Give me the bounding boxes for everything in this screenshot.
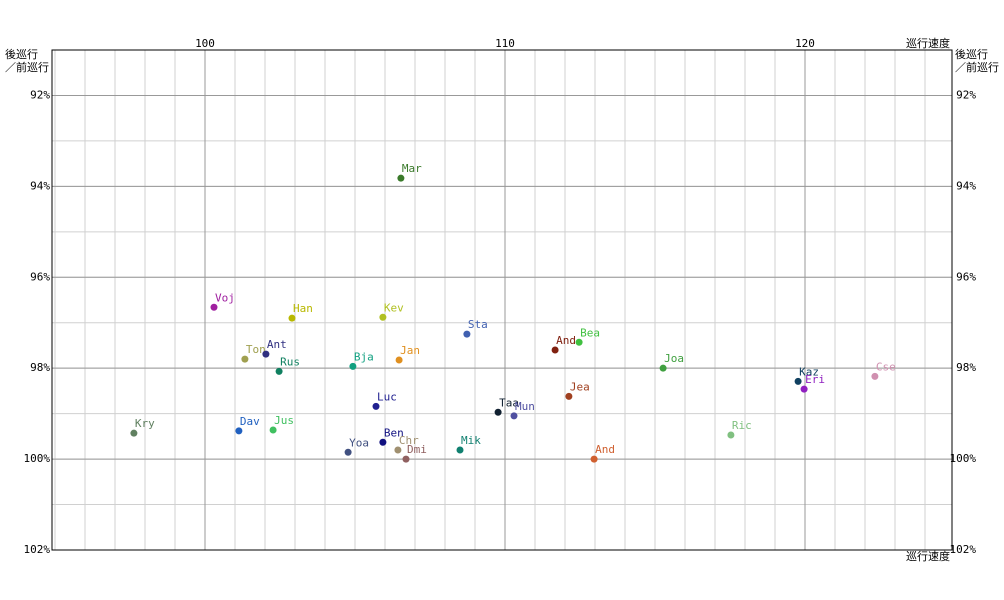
point-label: Chr xyxy=(399,434,419,447)
point xyxy=(494,408,502,416)
point xyxy=(210,303,218,311)
point xyxy=(394,446,402,454)
point xyxy=(395,356,403,364)
point-label: Ben xyxy=(384,426,404,439)
point xyxy=(241,355,249,363)
point xyxy=(397,174,405,182)
point-label: Jan xyxy=(400,344,420,357)
point-label: Voj xyxy=(215,291,235,304)
point xyxy=(288,314,296,322)
point-label: Mun xyxy=(515,400,535,413)
point xyxy=(372,402,380,410)
point xyxy=(402,455,410,463)
point xyxy=(727,431,735,439)
point-label: Eri xyxy=(805,373,825,386)
point-label: Kaz xyxy=(799,365,819,378)
point xyxy=(379,438,387,446)
point xyxy=(262,350,270,358)
y-tick-label: 96% xyxy=(956,270,976,283)
point xyxy=(349,362,357,370)
point xyxy=(794,377,802,385)
point-label: Luc xyxy=(377,390,397,403)
point-label: And xyxy=(595,443,615,456)
point-label: Jus xyxy=(274,414,294,427)
point xyxy=(379,313,387,321)
point-label: Kev xyxy=(384,301,404,314)
point xyxy=(344,448,352,456)
y-tick-label: 100% xyxy=(950,452,977,465)
y-tick-label: 102% xyxy=(950,543,977,556)
point xyxy=(235,427,243,435)
plot-frame xyxy=(51,49,953,551)
point-label: Jea xyxy=(570,380,590,393)
y-tick-label: 98% xyxy=(956,361,976,374)
point xyxy=(575,338,583,346)
point xyxy=(130,429,138,437)
point xyxy=(871,372,879,380)
point-label: Mar xyxy=(402,162,422,175)
y-axis-title: ／前巡行 xyxy=(5,60,49,74)
point-label: Sta xyxy=(468,318,488,331)
point-label: Ton xyxy=(246,343,266,356)
point-label: Bea xyxy=(580,326,600,339)
point-label: Joa xyxy=(664,352,684,365)
point-label: Kry xyxy=(135,417,155,430)
y-axis-title: 後巡行 xyxy=(5,47,38,61)
point xyxy=(565,392,573,400)
point-label: Rus xyxy=(280,355,300,368)
x-axis-title: 巡行速度 xyxy=(906,36,950,50)
point-label: Dav xyxy=(240,415,260,428)
point-label: Ric xyxy=(732,419,752,432)
y-tick-label: 96% xyxy=(30,270,50,283)
point xyxy=(275,367,283,375)
x-tick-label: 110 xyxy=(495,37,515,50)
point-label: Yoa xyxy=(349,436,369,449)
y-axis-title: ／前巡行 xyxy=(955,60,999,74)
y-tick-label: 102% xyxy=(24,543,51,556)
x-tick-label: 120 xyxy=(795,37,815,50)
y-tick-label: 100% xyxy=(24,452,51,465)
point xyxy=(659,364,667,372)
point-label: Cse xyxy=(876,360,896,373)
y-axis-title: 後巡行 xyxy=(955,47,988,61)
point xyxy=(551,346,559,354)
point-label: Han xyxy=(293,302,313,315)
y-tick-label: 94% xyxy=(30,179,50,192)
y-tick-label: 98% xyxy=(30,361,50,374)
point xyxy=(463,330,471,338)
point-label: Bja xyxy=(354,350,374,363)
point-label: Mik xyxy=(461,434,481,447)
point-label: And xyxy=(556,334,576,347)
y-tick-label: 92% xyxy=(30,88,50,101)
point-label: Taa xyxy=(499,396,519,409)
point xyxy=(800,385,808,393)
y-tick-label: 92% xyxy=(956,88,976,101)
y-tick-label: 94% xyxy=(956,179,976,192)
x-tick-label: 100 xyxy=(195,37,215,50)
point xyxy=(590,455,598,463)
point xyxy=(269,426,277,434)
point-label: Ant xyxy=(267,338,287,351)
point-label: Dmi xyxy=(407,443,427,456)
point xyxy=(510,412,518,420)
point xyxy=(456,446,464,454)
x-axis-title: 巡行速度 xyxy=(906,549,950,563)
